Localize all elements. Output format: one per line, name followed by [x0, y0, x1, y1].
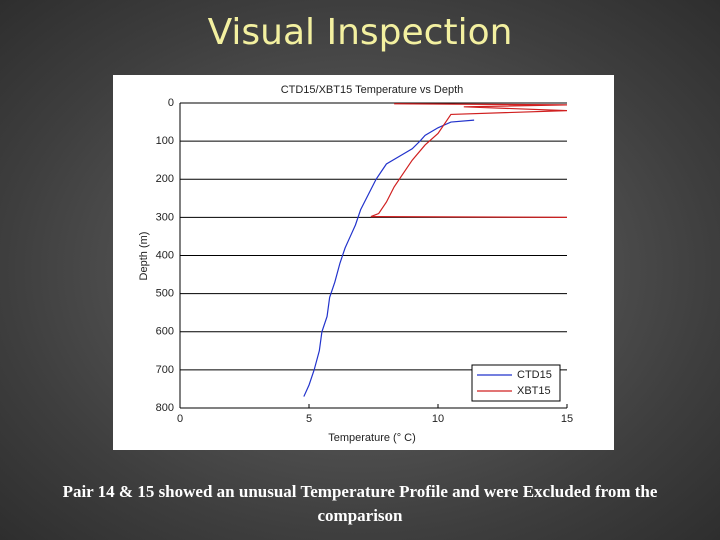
y-tick-label: 800 — [156, 402, 174, 414]
y-tick-label: 100 — [156, 135, 174, 147]
slide-title: Visual Inspection — [207, 12, 513, 53]
x-axis-label: Temperature (° C) — [328, 432, 416, 444]
series-line — [370, 103, 568, 218]
y-tick-label: 400 — [156, 249, 174, 261]
x-tick-label: 5 — [306, 413, 312, 425]
x-tick-label: 15 — [561, 413, 573, 425]
y-tick-label: 600 — [156, 326, 174, 338]
caption: Pair 14 & 15 showed an unusual Temperatu… — [62, 482, 658, 525]
chart-title: CTD15/XBT15 Temperature vs Depth — [281, 84, 464, 96]
x-tick-label: 0 — [177, 413, 183, 425]
x-tick-label: 10 — [432, 413, 444, 425]
y-tick-label: 300 — [156, 211, 174, 223]
series-line — [303, 119, 475, 397]
y-tick-label: 500 — [156, 288, 174, 300]
y-tick-label: 200 — [156, 173, 174, 185]
y-axis-label: Depth (m) — [138, 232, 150, 281]
legend-box — [471, 364, 561, 402]
legend-label: XBT15 — [517, 385, 551, 397]
y-tick-label: 0 — [168, 97, 174, 109]
legend-label: CTD15 — [517, 369, 552, 381]
y-tick-label: 700 — [156, 364, 174, 376]
chart: CTD15/XBT15 Temperature vs Depth Tempera… — [137, 83, 574, 444]
